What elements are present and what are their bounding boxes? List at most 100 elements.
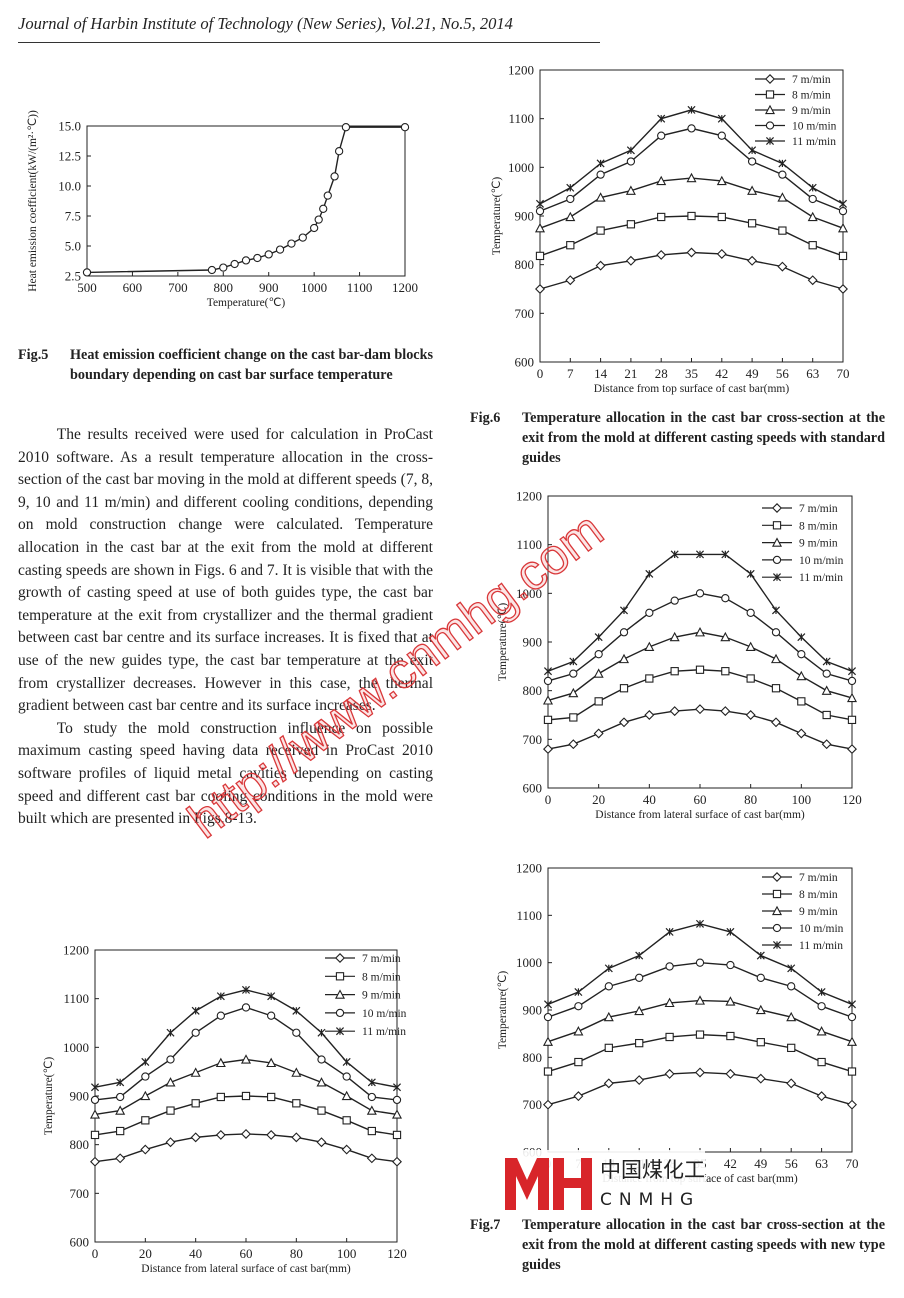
marker bbox=[838, 251, 848, 261]
x-axis-label: Distance from top surface of cast bar(mm… bbox=[602, 1173, 798, 1185]
marker bbox=[726, 1031, 735, 1041]
marker bbox=[644, 710, 655, 720]
marker bbox=[292, 1099, 301, 1108]
x-tick-label: 1000 bbox=[301, 280, 327, 295]
y-tick-label: 700 bbox=[70, 1186, 90, 1201]
marker bbox=[543, 676, 553, 686]
marker bbox=[543, 744, 553, 755]
marker bbox=[253, 253, 262, 263]
x-tick-label: 49 bbox=[754, 1156, 767, 1171]
marker bbox=[720, 631, 731, 642]
marker bbox=[635, 1038, 644, 1048]
y-tick-label: 10.0 bbox=[58, 179, 81, 194]
marker bbox=[317, 1055, 326, 1064]
x-tick-label: 120 bbox=[842, 792, 862, 807]
marker bbox=[687, 211, 696, 221]
marker bbox=[822, 669, 831, 678]
caption-text: Temperature allocation in the cast bar c… bbox=[522, 1217, 885, 1273]
marker bbox=[291, 1132, 302, 1143]
x-tick-label: 7 bbox=[575, 1156, 582, 1171]
marker bbox=[367, 1092, 376, 1102]
marker bbox=[392, 1095, 402, 1105]
y-axis-label: Heat emission coefficient(kW/(m²·℃)) bbox=[27, 110, 39, 292]
marker bbox=[770, 653, 782, 664]
marker bbox=[534, 222, 546, 233]
marker bbox=[755, 1073, 766, 1084]
marker bbox=[720, 706, 731, 717]
marker bbox=[838, 199, 848, 208]
marker bbox=[565, 211, 576, 222]
marker bbox=[566, 183, 575, 192]
legend-label: 10 m/min bbox=[792, 121, 837, 133]
x-tick-label: 500 bbox=[77, 280, 97, 295]
marker bbox=[319, 204, 328, 213]
marker bbox=[165, 1137, 176, 1148]
x-tick-label: 40 bbox=[189, 1246, 202, 1261]
marker bbox=[619, 684, 629, 693]
marker bbox=[342, 1057, 351, 1066]
legend-label: 8 m/min bbox=[792, 90, 831, 102]
marker bbox=[165, 1077, 176, 1087]
marker bbox=[695, 589, 705, 598]
marker bbox=[543, 715, 553, 725]
marker bbox=[747, 255, 758, 266]
marker bbox=[569, 657, 578, 666]
marker bbox=[817, 1057, 826, 1067]
marker bbox=[604, 1043, 613, 1053]
marker bbox=[317, 1106, 326, 1115]
marker bbox=[542, 1036, 554, 1046]
marker bbox=[717, 212, 726, 222]
legend-label: 7 m/min bbox=[799, 872, 838, 884]
x-tick-label: 14 bbox=[594, 366, 608, 381]
marker bbox=[116, 1078, 125, 1087]
marker bbox=[807, 211, 818, 222]
legend-label: 10 m/min bbox=[362, 1008, 407, 1020]
marker bbox=[778, 159, 787, 168]
marker bbox=[665, 927, 674, 936]
marker bbox=[626, 146, 635, 155]
marker bbox=[695, 1067, 705, 1078]
legend-label: 11 m/min bbox=[799, 572, 843, 584]
marker bbox=[771, 717, 781, 728]
marker bbox=[166, 1106, 175, 1115]
x-tick-label: 1200 bbox=[392, 280, 418, 295]
marker bbox=[821, 685, 832, 695]
marker bbox=[695, 958, 705, 967]
marker bbox=[341, 1144, 352, 1155]
marker bbox=[817, 1002, 826, 1011]
marker bbox=[756, 1038, 765, 1047]
marker bbox=[309, 223, 319, 233]
x-tick-label: 70 bbox=[837, 366, 850, 381]
y-tick-label: 1200 bbox=[516, 489, 542, 504]
marker bbox=[847, 1000, 857, 1009]
marker bbox=[656, 175, 667, 186]
series-line bbox=[86, 126, 405, 274]
marker bbox=[645, 569, 654, 578]
marker bbox=[625, 185, 636, 195]
series-line bbox=[539, 251, 844, 290]
marker bbox=[341, 1090, 352, 1101]
y-tick-label: 600 bbox=[515, 355, 535, 370]
marker bbox=[821, 739, 832, 750]
marker bbox=[230, 259, 239, 269]
legend-label: 9 m/min bbox=[362, 990, 401, 1002]
marker bbox=[771, 606, 781, 615]
x-tick-label: 1100 bbox=[347, 280, 373, 295]
figure-caption: Fig.7 Temperature allocation in the cast… bbox=[470, 1215, 885, 1275]
marker bbox=[116, 1126, 125, 1136]
marker bbox=[593, 728, 604, 739]
y-axis-label: Temperature(℃) bbox=[497, 603, 509, 682]
marker bbox=[216, 1011, 225, 1020]
x-tick-label: 35 bbox=[694, 1156, 707, 1171]
marker bbox=[686, 172, 697, 183]
y-tick-label: 600 bbox=[523, 1145, 543, 1160]
marker bbox=[619, 717, 629, 728]
caption-label: Fig.7 bbox=[470, 1217, 501, 1233]
x-tick-label: 42 bbox=[715, 366, 728, 381]
marker bbox=[747, 157, 757, 166]
x-tick-label: 80 bbox=[744, 792, 757, 807]
marker bbox=[115, 1153, 126, 1164]
figure-caption: Fig.5 Heat emission coefficient change o… bbox=[18, 345, 433, 405]
figure-caption: Fig.6 Temperature allocation in the cast… bbox=[470, 408, 885, 468]
